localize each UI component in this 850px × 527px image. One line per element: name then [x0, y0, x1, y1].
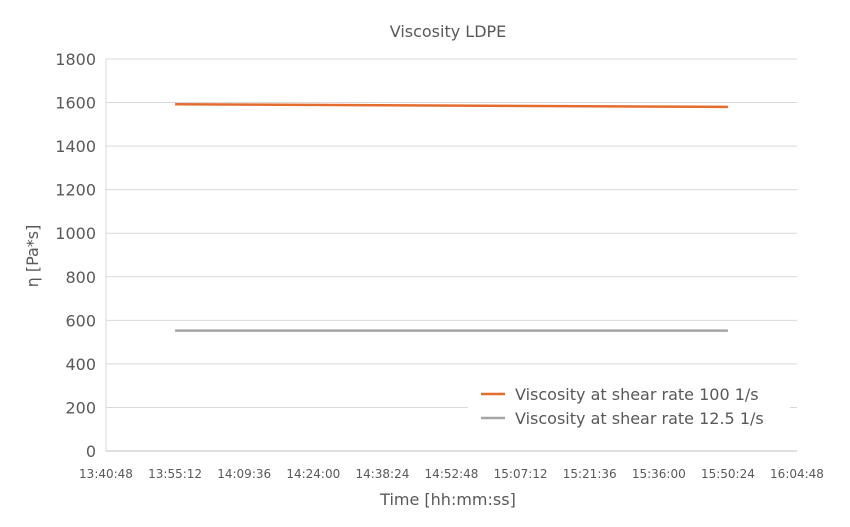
y-tick-label: 1800 [55, 50, 96, 69]
chart-title: Viscosity LDPE [390, 22, 507, 41]
y-axis-label: η [Pa*s] [23, 225, 42, 288]
x-tick-label: 13:55:12 [148, 467, 202, 481]
x-tick-label: 15:36:00 [632, 467, 686, 481]
y-tick-label: 1200 [55, 181, 96, 200]
gridlines [105, 58, 797, 452]
legend-label-2: Viscosity at shear rate 12.5 1/s [515, 409, 764, 428]
y-tick-label: 400 [65, 355, 96, 374]
x-tick-label: 14:24:00 [286, 467, 340, 481]
y-tick-label: 1600 [55, 94, 96, 113]
x-axis-label: Time [hh:mm:ss] [379, 490, 516, 509]
x-tick-label: 15:07:12 [494, 467, 548, 481]
x-tick-label: 16:04:48 [770, 467, 824, 481]
y-tick-label: 600 [65, 311, 96, 330]
legend: Viscosity at shear rate 100 1/s Viscosity… [468, 378, 790, 434]
x-tick-label: 14:09:36 [217, 467, 271, 481]
y-tick-labels: 0 200 400 600 800 1000 1200 1400 1600 1800 [55, 50, 96, 461]
x-tick-label: 14:52:48 [425, 467, 479, 481]
x-tick-label: 15:50:24 [701, 467, 755, 481]
series-line-1 [175, 103, 728, 109]
x-tick-label: 15:21:36 [563, 467, 617, 481]
y-tick-label: 800 [65, 268, 96, 287]
legend-label-1: Viscosity at shear rate 100 1/s [515, 385, 759, 404]
legend-background [468, 378, 790, 434]
x-tick-label: 13:40:48 [79, 467, 133, 481]
y-tick-label: 1400 [55, 137, 96, 156]
y-tick-label: 200 [65, 398, 96, 417]
series-lines [175, 103, 728, 332]
x-tick-label: 14:38:24 [355, 467, 409, 481]
y-tick-label: 0 [86, 442, 96, 461]
y-tick-label: 1000 [55, 224, 96, 243]
x-tick-labels: 13:40:48 13:55:12 14:09:36 14:24:00 14:38:24… [79, 467, 824, 481]
